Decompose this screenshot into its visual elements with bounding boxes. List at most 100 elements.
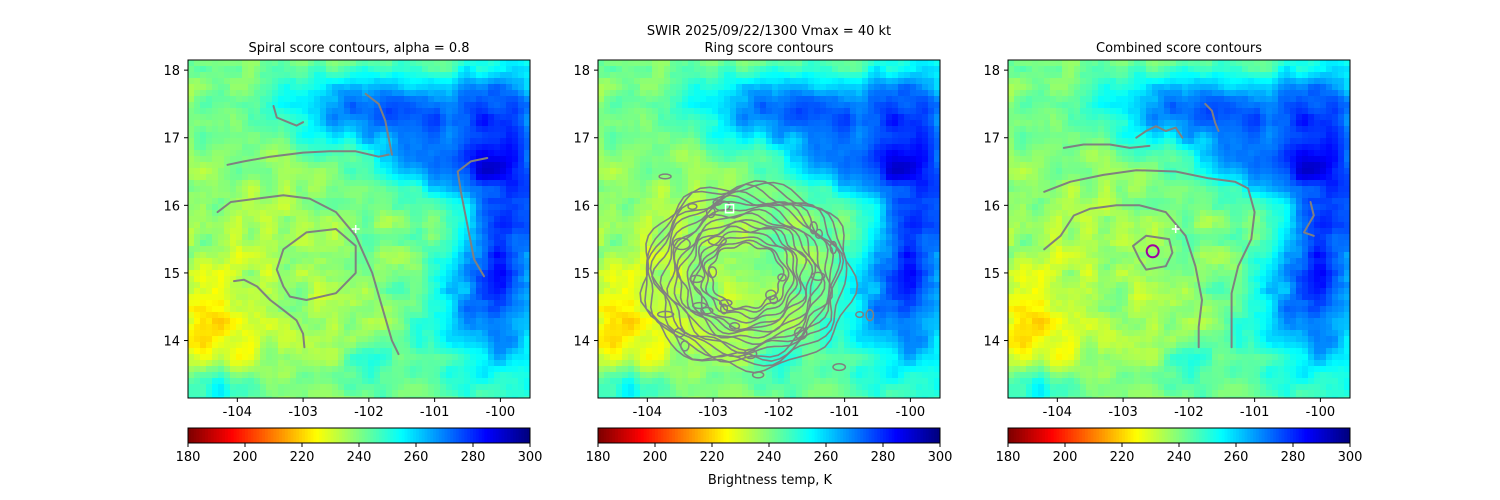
y-tick-label: 15 [983, 267, 1000, 282]
colorbar-cell [287, 428, 291, 443]
colorbar-cell [794, 428, 798, 443]
contour-line [707, 241, 785, 310]
colorbar-cell [686, 428, 690, 443]
colorbar-cell [854, 428, 858, 443]
colorbar-tick-label: 180 [176, 450, 201, 465]
colorbar-tick-label: 240 [1167, 450, 1192, 465]
colorbar-cell [1042, 428, 1046, 443]
colorbar-cell [1224, 428, 1228, 443]
contour-blob [777, 273, 787, 282]
colorbar-cell [723, 428, 727, 443]
colorbar-cell [726, 428, 730, 443]
colorbar-cell [1161, 428, 1166, 443]
contour-blob [751, 371, 765, 379]
colorbar-tick-label: 260 [1224, 450, 1249, 465]
colorbar-cell [1295, 428, 1300, 443]
x-tick-label: -104 [1043, 405, 1073, 420]
colorbar-cell [1341, 428, 1345, 443]
colorbar-cell [213, 428, 217, 443]
colorbar-cell [1141, 428, 1146, 443]
axes-frame [597, 59, 941, 399]
colorbar-cell [811, 428, 815, 443]
colorbar-cell [364, 428, 368, 443]
colorbar-cell [902, 428, 907, 443]
colorbar-cell [339, 428, 343, 443]
colorbar-cell [663, 428, 667, 443]
colorbar-cell [749, 428, 753, 443]
colorbar-cell [814, 428, 818, 443]
brightness-temp-image [1008, 60, 1351, 399]
colorbar-tick-label: 200 [643, 450, 668, 465]
contour-blob [793, 326, 808, 340]
colorbar-cell [1207, 428, 1211, 443]
colorbar-cell [1164, 428, 1168, 443]
colorbar: 180 200 220 240 260 280 300 [586, 427, 952, 465]
colorbar-cell [378, 428, 383, 443]
colorbar-cell [851, 428, 855, 443]
colorbar-cell [871, 428, 875, 443]
colorbar-cell [453, 428, 457, 443]
colorbar-cell [1287, 428, 1291, 443]
colorbar-cell [384, 428, 388, 443]
colorbar-cell [632, 428, 636, 443]
contour-line [1204, 102, 1220, 132]
colorbar-cell [196, 428, 200, 443]
colorbar-cell [247, 428, 252, 443]
colorbar-cell [626, 428, 630, 443]
colorbar-cell [740, 428, 744, 443]
colorbar-cell [1156, 428, 1160, 443]
colorbar-cell [672, 428, 676, 443]
y-tick-label: 18 [163, 64, 180, 79]
colorbar-cell [225, 428, 229, 443]
colorbar-cell [934, 428, 938, 443]
colorbar-cell [885, 428, 890, 443]
contour-line [673, 208, 824, 346]
colorbar-cell [729, 428, 733, 443]
center-plus-marker [351, 225, 360, 233]
colorbar-tick-label: 200 [233, 450, 258, 465]
colorbar-cell [1039, 428, 1043, 443]
colorbar-cell [771, 428, 776, 443]
colorbar-cell [202, 428, 206, 443]
colorbar-cell [376, 428, 380, 443]
colorbar-cell [492, 428, 497, 443]
colorbar-cell [1184, 428, 1188, 443]
colorbar-cell [1013, 428, 1017, 443]
colorbar-cell [652, 428, 656, 443]
colorbar-cell [828, 428, 833, 443]
colorbar-cell [709, 428, 713, 443]
colorbar-cell [712, 428, 716, 443]
colorbar-cell [891, 428, 895, 443]
score-contours [1043, 102, 1315, 349]
colorbar-cell [1144, 428, 1149, 443]
colorbar-cell [381, 428, 386, 443]
contour-blob [692, 301, 708, 310]
colorbar-cell [1324, 428, 1328, 443]
panel-1: Spiral score contours, alpha = 0.8 -104 -1… [163, 41, 542, 465]
colorbar-cell [868, 428, 872, 443]
colorbar-cell [336, 428, 340, 443]
colorbar-cell [484, 428, 488, 443]
colorbar-tick-label: 300 [518, 450, 543, 465]
colorbar-cell [433, 428, 437, 443]
colorbar-cell [424, 428, 428, 443]
contour-line [666, 205, 826, 352]
y-tick-label: 16 [983, 199, 1000, 214]
colorbar-cell [487, 428, 491, 443]
colorbar-cell [791, 428, 796, 443]
colorbar-cell [1179, 428, 1183, 443]
colorbar-cell [1033, 428, 1037, 443]
colorbar-cell [510, 428, 514, 443]
colorbar-cell [1008, 428, 1012, 443]
colorbar-cell [734, 428, 739, 443]
colorbar-tick-label: 240 [757, 450, 782, 465]
colorbar-cell [350, 428, 354, 443]
colorbar-cell [227, 428, 232, 443]
colorbar-cell [518, 428, 522, 443]
colorbar-cell [1315, 428, 1320, 443]
colorbar-cell [245, 428, 249, 443]
contour-blob [673, 327, 686, 338]
colorbar-cell [461, 428, 465, 443]
colorbar-cell [629, 428, 633, 443]
